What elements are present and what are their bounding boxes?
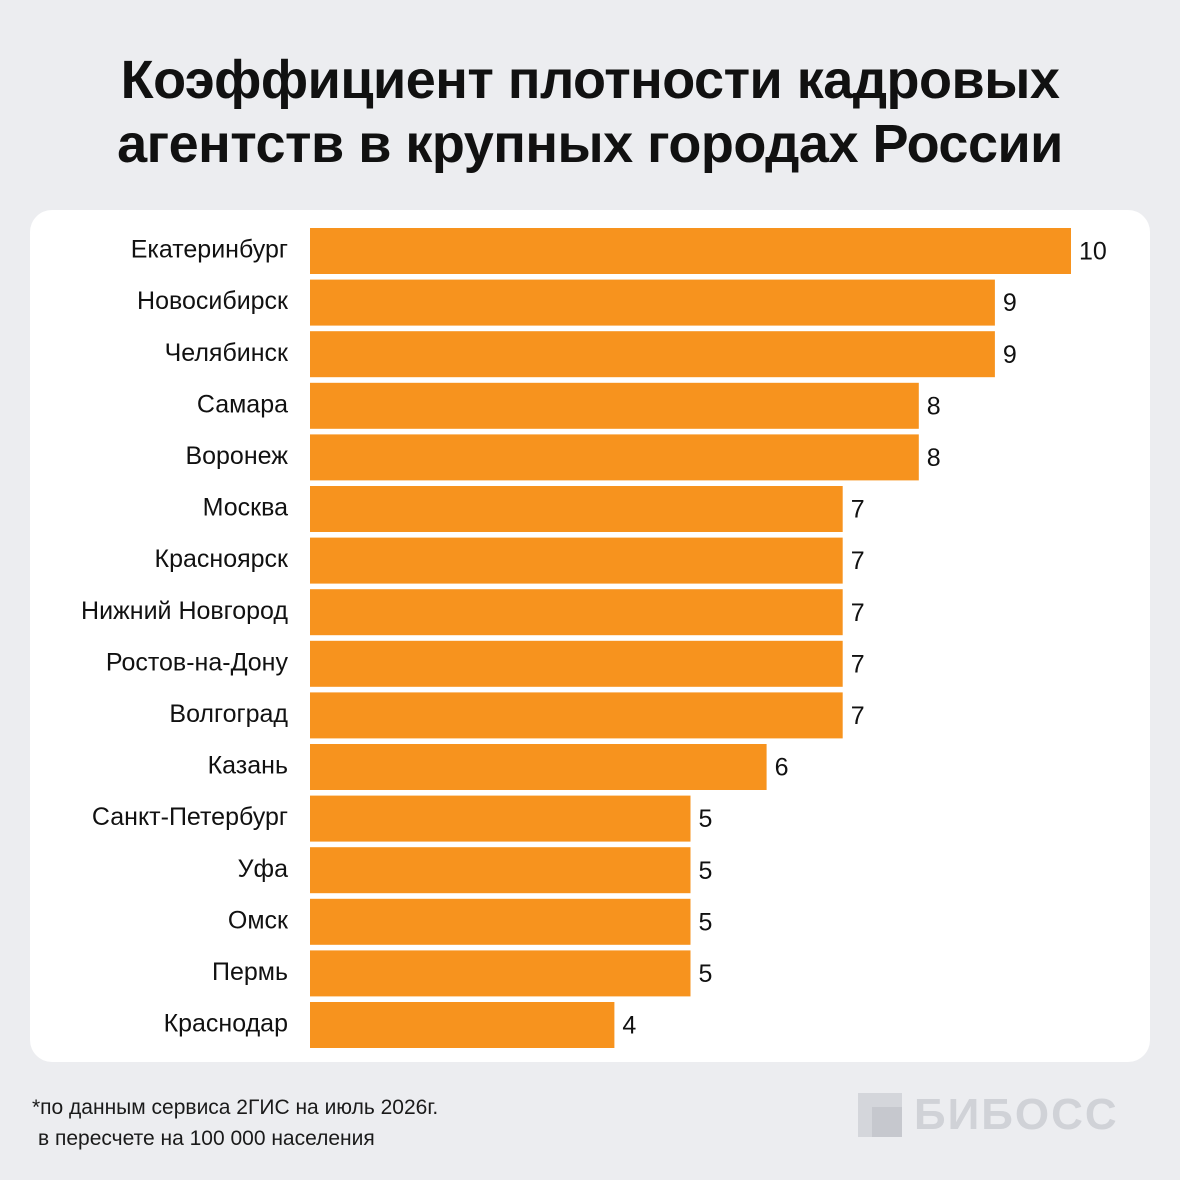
bar — [310, 382, 919, 429]
bar — [310, 279, 995, 326]
logo-text: БИБОСС — [914, 1090, 1119, 1139]
category-label: Москва — [203, 494, 288, 522]
value-label: 9 — [1003, 289, 1017, 317]
value-label: 7 — [851, 650, 865, 678]
value-label: 10 — [1079, 238, 1107, 266]
category-label: Нижний Новгород — [81, 597, 288, 625]
value-label: 5 — [699, 857, 713, 885]
category-label: Самара — [197, 390, 288, 418]
value-label: 5 — [699, 960, 713, 988]
category-label: Новосибирск — [137, 287, 289, 315]
category-label: Ростов-на-Дону — [106, 648, 289, 676]
value-label: 7 — [851, 496, 865, 524]
bar — [310, 1002, 615, 1048]
value-label: 8 — [927, 392, 941, 420]
footnote-line-1: *по данным сервиса 2ГИС на июль 2026г. — [32, 1096, 439, 1119]
chart-card: Екатеринбург 10 Новосибирск 9 Челябинск 9 Сама… — [30, 210, 1150, 1062]
category-label: Уфа — [238, 855, 288, 883]
value-label: 6 — [775, 754, 789, 782]
bar — [310, 640, 843, 687]
bi-square-logo-icon — [858, 1093, 902, 1137]
category-label: Воронеж — [185, 442, 288, 470]
value-label: 5 — [699, 908, 713, 936]
value-label: 7 — [851, 547, 865, 575]
category-label: Красноярск — [155, 545, 290, 573]
bar — [310, 537, 843, 584]
category-label: Краснодар — [164, 1010, 288, 1038]
value-label: 7 — [851, 599, 865, 627]
category-label: Казань — [208, 752, 288, 780]
bar — [310, 228, 1071, 274]
category-label: Волгоград — [169, 700, 288, 728]
footnote-line-2: в пересчете на 100 000 населения — [38, 1127, 375, 1150]
footnote: *по данным сервиса 2ГИС на июль 2026г. в… — [32, 1092, 438, 1154]
title-line-1: Коэффициент плотности кадровых — [120, 50, 1060, 110]
bar — [310, 744, 767, 790]
bar — [310, 847, 691, 894]
category-label: Челябинск — [165, 339, 289, 367]
value-label: 8 — [927, 444, 941, 472]
category-label: Пермь — [212, 958, 288, 986]
bar — [310, 331, 995, 378]
bi-boss-logo: БИБОСС — [858, 1093, 1119, 1137]
category-label: Омск — [228, 906, 289, 934]
bar — [310, 589, 843, 636]
value-label: 5 — [699, 805, 713, 833]
category-label: Санкт-Петербург — [92, 803, 288, 831]
value-label: 9 — [1003, 341, 1017, 369]
category-label: Екатеринбург — [131, 236, 288, 264]
bar — [310, 486, 843, 532]
chart-title: Коэффициент плотности кадровых агентств … — [0, 48, 1180, 176]
bar — [310, 795, 691, 842]
bar — [310, 898, 691, 945]
value-label: 7 — [851, 702, 865, 730]
bar — [310, 434, 919, 481]
title-line-2: агентств в крупных городах России — [117, 114, 1063, 174]
bar-chart: Екатеринбург 10 Новосибирск 9 Челябинск 9 Сама… — [81, 228, 1107, 1048]
bar — [310, 950, 691, 997]
value-label: 4 — [622, 1012, 636, 1040]
bar — [310, 692, 843, 739]
